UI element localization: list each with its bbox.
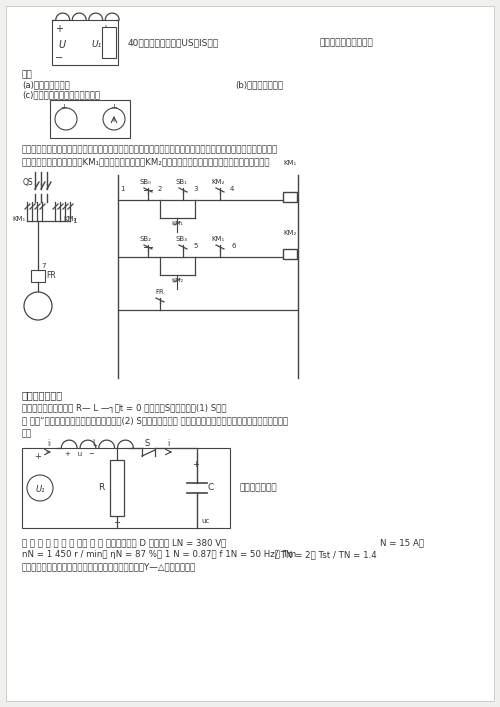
Bar (50, 100, 130, 138)
Text: −: − (113, 518, 120, 527)
Text: FR: FR (156, 289, 164, 295)
Text: +: + (192, 460, 199, 469)
Text: 3: 3 (193, 186, 198, 192)
Text: 某人设计的具有短路、过载保护的三相异步电动机正反转控制电路如下图，但结果不能实现其功能，请找出图中的: 某人设计的具有短路、过载保护的三相异步电动机正反转控制电路如下图，但结果不能实现… (22, 145, 278, 154)
Text: S: S (144, 439, 150, 448)
Text: U: U (58, 40, 65, 49)
Text: KM₂: KM₂ (171, 278, 183, 283)
Text: +: + (55, 24, 63, 34)
Text: N = 15 A，: N = 15 A， (380, 538, 424, 547)
Bar (31, 270, 45, 282)
Text: (a)电压源发出功率: (a)电压源发出功率 (22, 80, 70, 89)
Text: 均为正値，其工作状态: 均为正値，其工作状态 (320, 38, 374, 47)
Text: / TN = 2， Tst / TN = 1.4: / TN = 2， Tst / TN = 1.4 (275, 550, 377, 559)
Bar (52, 20, 118, 65)
Text: 6: 6 (232, 243, 236, 249)
Text: 1: 1 (72, 218, 76, 224)
Text: KM₁: KM₁ (212, 236, 224, 242)
Text: KM₂: KM₂ (212, 179, 224, 185)
Text: 2: 2 (158, 186, 162, 192)
Text: C: C (208, 484, 214, 493)
Text: 错误，并用文字说明。若用KM₁控制电动机的正转，KM₂控制反转，电动机从正转换为反转应如何操作？: 错误，并用文字说明。若用KM₁控制电动机的正转，KM₂控制反转，电动机从正转换为… (22, 157, 270, 166)
Text: +: + (60, 103, 68, 112)
Circle shape (103, 108, 125, 130)
Text: U₀: U₀ (62, 115, 70, 124)
Text: M: M (34, 298, 42, 308)
Text: iₗ: iₗ (47, 439, 50, 448)
Text: +: + (110, 103, 117, 112)
Text: 某 三 相 异 步 电 动 机， 铭 牌 数据如下：字 D 形接法， LN = 380 V，: 某 三 相 异 步 电 动 机， 铭 牌 数据如下：字 D 形接法， LN = … (22, 538, 226, 547)
Text: 图示电路原巳稳定，且 R— L —┐，t = 0 时将开关S闭合，求：(1) S闭合: 图示电路原巳稳定，且 R— L —┐，t = 0 时将开关S闭合，求：(1) S… (22, 403, 227, 412)
Bar (102, 27, 116, 58)
Text: U₁: U₁ (35, 486, 45, 494)
Text: −: − (55, 53, 63, 63)
Text: uᴄ: uᴄ (201, 518, 209, 524)
Text: QS: QS (23, 177, 34, 187)
Text: 40、在图示电路中，US、IS）。: 40、在图示电路中，US、IS）。 (128, 38, 219, 47)
Text: 是（: 是（ (22, 70, 33, 79)
Text: SB₃: SB₃ (175, 236, 187, 242)
Text: +: + (34, 452, 42, 461)
Text: (b)电流源发出功率: (b)电流源发出功率 (235, 80, 283, 89)
Text: SB₂: SB₂ (139, 236, 151, 242)
Bar (283, 192, 297, 202)
Text: 7: 7 (41, 263, 46, 269)
Text: uᴿ: uᴿ (118, 489, 126, 495)
Text: SB₁: SB₁ (175, 179, 187, 185)
Bar (283, 249, 297, 259)
Text: +   u   −: + u − (65, 451, 95, 457)
Text: 的 瞬间“各支路的电流和各元件上的电压；(2) S闭合后，电路达 到新的稳定状态时各支路的电流和各元件上的电: 的 瞬间“各支路的电流和各元件上的电压；(2) S闭合后，电路达 到新的稳定状态… (22, 416, 288, 425)
Text: KM₂: KM₂ (284, 230, 296, 236)
Text: 1: 1 (120, 186, 124, 192)
Circle shape (24, 292, 52, 320)
Text: 5: 5 (193, 243, 198, 249)
Text: R: R (98, 484, 104, 493)
Text: SB₀: SB₀ (139, 179, 151, 185)
Bar (110, 460, 124, 516)
Text: 3∼: 3∼ (32, 307, 44, 315)
Text: KM₁: KM₁ (284, 160, 296, 166)
Text: 4: 4 (230, 186, 234, 192)
Text: i: i (167, 439, 169, 448)
Text: KM₁: KM₁ (12, 216, 25, 222)
Text: (c)电压源和电流源都不发出功率: (c)电压源和电流源都不发出功率 (22, 90, 100, 99)
Text: 压。: 压。 (22, 429, 32, 438)
Text: nN = 1 450 r / min， ηN = 87 %， 1 N = 0.87， f 1N = 50 Hz， Tm: nN = 1 450 r / min， ηN = 87 %， 1 N = 0.8… (22, 550, 296, 559)
Text: −: − (101, 53, 109, 63)
Text: +: + (113, 460, 120, 469)
Circle shape (55, 108, 77, 130)
Text: KM₁: KM₁ (171, 221, 183, 226)
Text: 四、非客观题：: 四、非客观题： (240, 484, 278, 493)
Text: +: + (101, 24, 109, 34)
Text: L: L (92, 439, 97, 448)
Text: 求此电动机的起动转矩及额定转子电流的频率。当采用Y—△方法起动时，: 求此电动机的起动转矩及额定转子电流的频率。当采用Y—△方法起动时， (22, 562, 196, 571)
Bar (22, 448, 230, 528)
Text: FR: FR (46, 271, 56, 281)
Circle shape (27, 475, 53, 501)
Text: U₁: U₁ (91, 40, 101, 49)
Text: 三、非客观题：: 三、非客观题： (22, 390, 63, 400)
Text: KM₂: KM₂ (63, 216, 76, 222)
